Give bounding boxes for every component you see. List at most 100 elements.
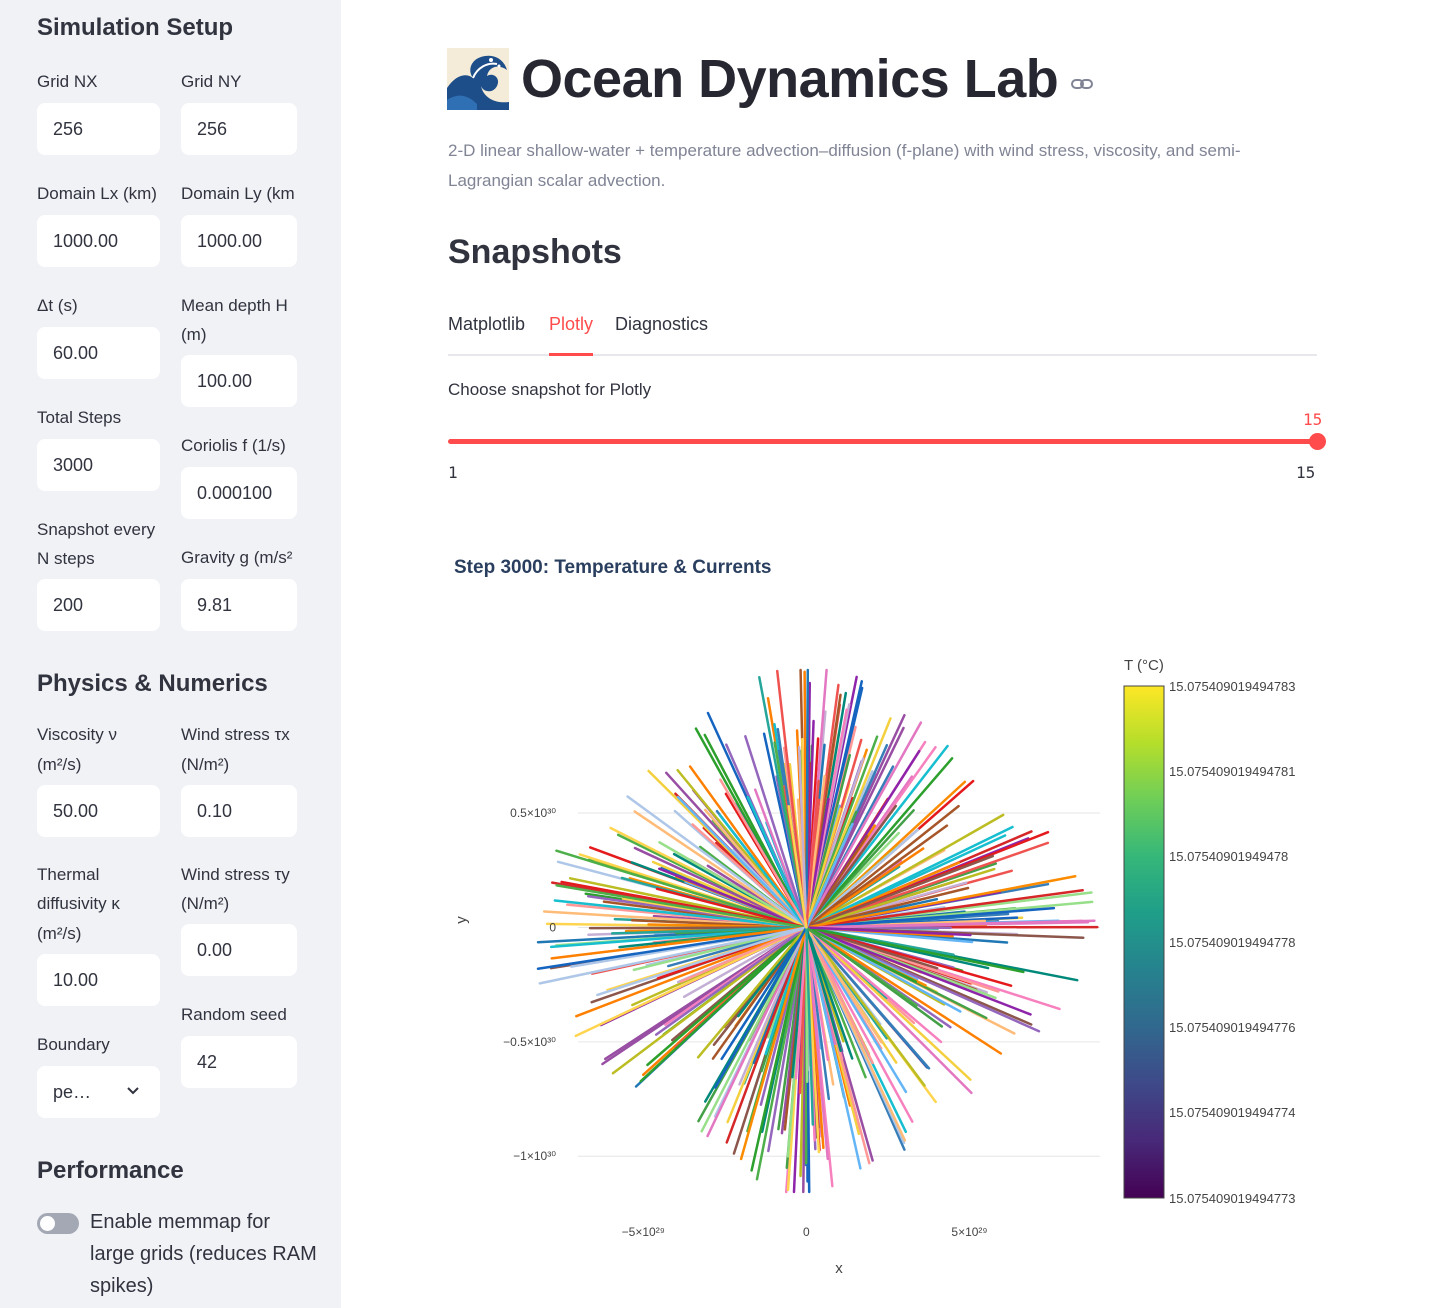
current-vector-line	[555, 849, 808, 929]
coriolis-input[interactable]: 0.000100	[181, 467, 297, 519]
current-vector-line	[805, 813, 1005, 929]
snapshot-every-label-line2: N steps	[37, 549, 95, 568]
current-vector-line	[805, 926, 914, 1123]
grid-nx-label: Grid NX	[37, 72, 98, 91]
y-tick-label: 0.5×10³⁰	[510, 806, 556, 820]
current-vector-line	[805, 919, 1096, 929]
colorbar-tick-label: 15.075409019494773	[1169, 1191, 1296, 1206]
snapshot-slider-track[interactable]	[448, 439, 1317, 444]
sidebar: Simulation Setup Grid NX Grid NY 256 256…	[0, 0, 341, 1308]
page-subtitle: 2-D linear shallow-water + temperature a…	[448, 141, 1241, 190]
colorbar	[1123, 685, 1165, 1199]
slider-min-label: 1	[448, 463, 458, 482]
current-vector-line	[553, 899, 808, 929]
domain-ly-input[interactable]: 1000.00	[181, 215, 297, 267]
current-vector-line	[575, 926, 808, 1018]
dt-input[interactable]: 60.00	[37, 327, 160, 379]
current-vector-line	[536, 926, 808, 971]
wind-stress-y-input[interactable]: 0.00	[181, 924, 297, 976]
boundary-select[interactable]: pe…	[37, 1066, 160, 1118]
colorbar-tick-label: 15.075409019494774	[1169, 1105, 1296, 1120]
tab-plotly[interactable]: Plotly	[549, 314, 594, 356]
current-vector-line	[805, 926, 874, 1065]
thermal-diffusivity-label-line3: (m²/s)	[37, 924, 82, 943]
snapshot-slider-label: Choose snapshot for Plotly	[448, 380, 652, 399]
physics-numerics-heading: Physics & Numerics	[37, 670, 268, 697]
current-vector-line	[805, 822, 854, 929]
current-vector-line	[679, 926, 808, 983]
memmap-toggle[interactable]	[37, 1213, 79, 1234]
total-steps-input[interactable]: 3000	[37, 439, 160, 491]
current-vector-line	[633, 810, 808, 929]
x-tick-label: 5×10²⁹	[951, 1225, 987, 1239]
current-vector-line	[805, 906, 1056, 929]
current-vector-line	[538, 926, 808, 985]
current-vector-line	[719, 778, 808, 929]
colorbar-tick-label: 15.075409019494776	[1169, 1020, 1296, 1035]
mean-depth-label-line2: (m)	[181, 325, 207, 344]
current-vector-line	[658, 841, 808, 929]
current-vector-line	[775, 669, 808, 929]
snapshot-slider-thumb[interactable]	[1309, 433, 1326, 450]
current-vector-line	[805, 926, 931, 1070]
tab-matplotlib[interactable]: Matplotlib	[448, 314, 526, 334]
tab-bar: Matplotlib Plotly Diagnostics	[448, 308, 1317, 356]
current-vector-line	[738, 926, 808, 1086]
current-vector-line	[797, 745, 808, 929]
gravity-label: Gravity g (m/s²	[181, 548, 293, 567]
viscosity-label-line1: Viscosity ν	[37, 725, 117, 744]
colorbar-ticks: 15.075409019494783 15.075409019494781 15.0…	[1169, 679, 1296, 1206]
gravity-input[interactable]: 9.81	[181, 579, 297, 631]
snapshot-every-input[interactable]: 200	[37, 579, 160, 631]
current-vector-line	[805, 854, 995, 929]
current-vector-line	[744, 735, 808, 929]
current-vector-line	[805, 888, 1084, 929]
wind-stress-y-label-line1: Wind stress τy	[181, 865, 290, 884]
current-vector-line	[805, 926, 883, 1044]
x-tick-label: 0	[803, 1225, 810, 1239]
current-vector-line	[805, 926, 829, 1161]
current-vector-line	[654, 926, 808, 1036]
viscosity-input[interactable]: 50.00	[37, 785, 160, 837]
current-vector-line	[794, 926, 808, 1080]
current-vector-line	[626, 795, 808, 929]
domain-ly-label: Domain Ly (km	[181, 184, 295, 203]
current-vector-line	[550, 926, 808, 960]
current-vector-line	[805, 926, 973, 1095]
wind-stress-x-label-line1: Wind stress τx	[181, 725, 290, 744]
domain-lx-input[interactable]: 1000.00	[37, 215, 160, 267]
y-axis-ticks: −1×10³⁰ −0.5×10³⁰ 0 0.5×10³⁰	[503, 806, 556, 1163]
current-vector-line	[596, 926, 808, 997]
simulation-setup-heading: Simulation Setup	[37, 14, 234, 41]
grid-ny-input[interactable]: 256	[181, 103, 297, 155]
current-vector-line	[805, 875, 1077, 929]
y-tick-label: −0.5×10³⁰	[503, 1035, 556, 1049]
x-axis-title: x	[835, 1260, 843, 1277]
viscosity-label-line2: (m²/s)	[37, 755, 82, 774]
snapshot-every-label-line1: Snapshot every	[37, 520, 156, 539]
slider-max-label: 15	[1296, 463, 1316, 482]
current-vector-line	[805, 886, 970, 929]
random-seed-input[interactable]: 42	[181, 1036, 297, 1088]
current-vector-line	[739, 926, 808, 1161]
current-vector-line	[805, 926, 943, 1044]
wind-stress-x-input[interactable]: 0.10	[181, 785, 297, 837]
page-title: Ocean Dynamics Lab	[521, 49, 1059, 109]
current-vector-line	[805, 825, 1014, 929]
grid-nx-input[interactable]: 256	[37, 103, 160, 155]
current-vector-line	[805, 926, 917, 983]
random-seed-label: Random seed	[181, 1005, 287, 1024]
colorbar-title: T (°C)	[1124, 657, 1164, 674]
mean-depth-input[interactable]: 100.00	[181, 355, 297, 407]
dt-label: Δt (s)	[37, 296, 78, 315]
x-axis-ticks: −5×10²⁹ 0 5×10²⁹	[622, 1225, 988, 1239]
link-icon[interactable]	[1070, 72, 1094, 96]
temperature-currents-chart[interactable]: −1×10³⁰ −0.5×10³⁰ 0 0.5×10³⁰ −5×10²⁹ 0 5×10²⁹…	[448, 590, 1348, 1290]
colorbar-tick-label: 15.075409019494783	[1169, 679, 1296, 694]
tab-diagnostics[interactable]: Diagnostics	[615, 314, 709, 334]
thermal-diffusivity-input[interactable]: 10.00	[37, 954, 160, 1006]
toggle-knob	[40, 1216, 55, 1231]
current-vector-line	[805, 926, 944, 1028]
current-vector-line	[700, 926, 808, 1133]
current-vector-line	[805, 807, 842, 929]
